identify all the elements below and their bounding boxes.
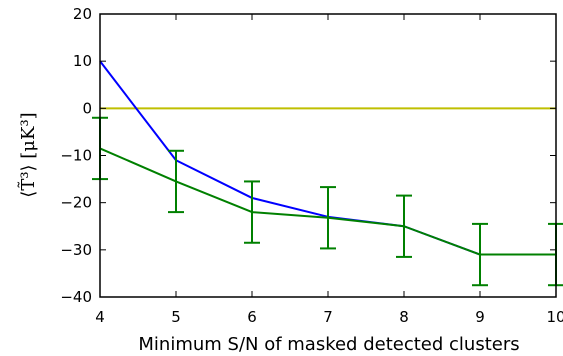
y-tick-label: −40 (60, 288, 92, 306)
x-tick-label: 6 (247, 308, 257, 326)
tick-labels: 4 5 6 7 8 9 10 −40 −30 −20 −10 0 10 20 (60, 5, 563, 326)
plot-area (92, 60, 563, 287)
series-2-errorbar (168, 149, 184, 214)
x-tick-label: 5 (171, 308, 181, 326)
x-tick-label: 7 (323, 308, 333, 326)
series-2-errorbar (472, 222, 488, 287)
y-tick-label: −30 (60, 241, 92, 259)
series-2-errorbar (320, 186, 336, 250)
y-tick-label: 10 (73, 52, 92, 70)
tick-marks (99, 13, 557, 298)
y-tick-label: 0 (82, 99, 92, 117)
x-tick-label: 9 (475, 308, 485, 326)
series-2-errorbar (244, 180, 260, 244)
x-tick-label: 10 (546, 308, 563, 326)
x-tick-label: 8 (399, 308, 409, 326)
y-tick-label: −10 (60, 147, 92, 165)
y-tick-label: 20 (73, 5, 92, 23)
x-tick-label: 4 (95, 308, 105, 326)
x-axis-label: Minimum S/N of masked detected clusters (138, 334, 519, 355)
series-2-errorbar (396, 194, 412, 258)
y-tick-label: −20 (60, 194, 92, 212)
y-axis-label: ⟨T̃³⟩ [μK³] (17, 112, 39, 197)
